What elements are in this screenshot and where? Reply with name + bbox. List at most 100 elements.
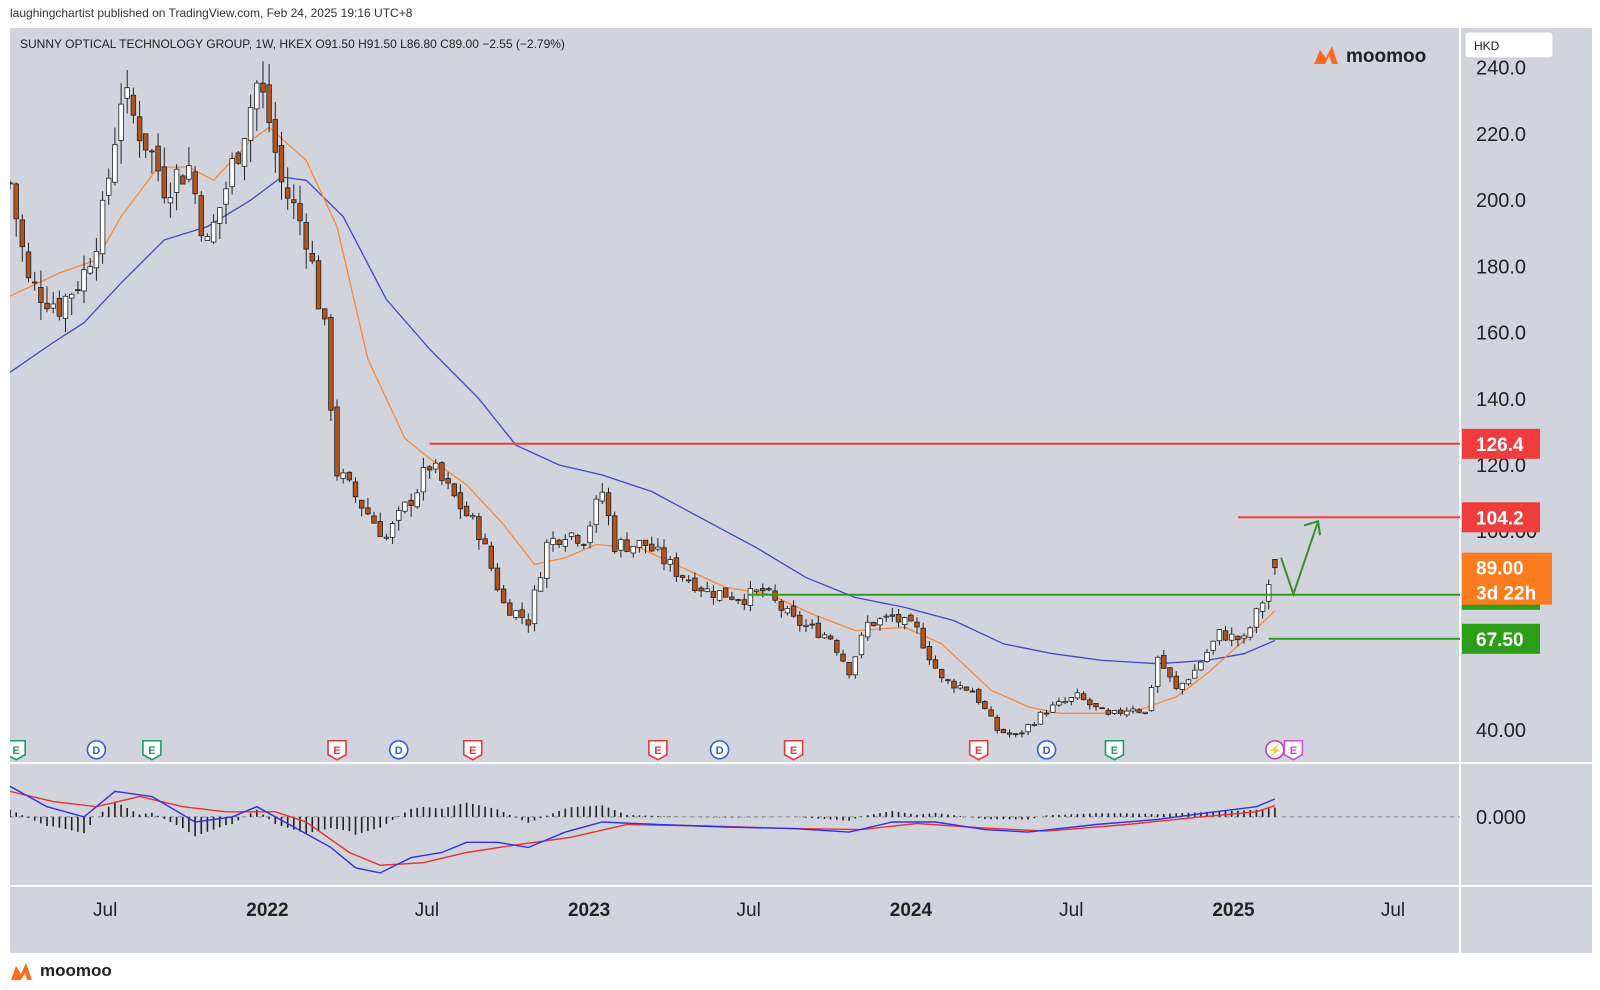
candle-body [1087,699,1093,706]
candle-body [334,406,340,477]
currency-box[interactable]: HKD [1464,31,1554,59]
candle-body [1216,629,1223,642]
candle-body [778,601,784,611]
candle-body [587,525,593,544]
candle-body [716,590,723,601]
event-marker-label: D [92,745,100,757]
candle-body [180,175,186,185]
candle-body [395,510,402,521]
candle-body [1080,693,1087,701]
candle-body [167,197,174,204]
candle-body [889,614,895,617]
event-marker [648,739,668,761]
candle-body [568,532,575,537]
candle-body [297,203,303,222]
candle-body [821,634,828,639]
moomoo-logo-icon [11,963,32,980]
macd-tick-label: 0.000 [1476,807,1526,829]
candle-body [667,559,673,565]
price-tick-label: 240.0 [1476,58,1526,80]
candle-body [1272,559,1278,569]
price-tick-label: 120.0 [1476,455,1526,477]
candle-body [1000,728,1007,734]
candle-body [723,587,729,598]
candle-body [10,182,13,185]
candle-body [142,133,149,151]
candle-body [852,656,858,676]
candle-body [118,103,124,141]
candle-body [1124,710,1130,716]
candle-body [186,165,192,180]
candle-body [1037,711,1044,725]
candle-body [605,492,612,517]
candle-body [710,591,717,598]
candle-body [642,539,649,546]
macd-pane [10,785,1460,874]
candle-body [729,596,735,600]
event-marker-label: D [716,745,724,757]
event-marker-label: E [790,745,797,757]
event-marker [388,739,409,760]
candle-body [963,686,970,691]
price-tick-label: 200.0 [1476,190,1526,212]
candle-body [365,507,371,515]
candle-body [414,492,420,508]
candle-body [1130,708,1136,712]
candle-body [99,199,106,255]
candle-body [649,543,655,552]
candle-body [945,679,951,682]
event-marker-label: E [469,745,476,757]
candle-body [1235,635,1241,641]
candle-body [914,621,920,628]
event-markers: E D E E D E E D E E D E ⚡ E [10,739,1304,761]
candle-body [136,116,143,142]
candle-body [957,685,963,689]
event-marker [327,739,347,761]
candle-body [747,588,754,606]
candle-body [939,669,945,679]
candle-body [1111,710,1118,714]
event-marker-label: E [12,745,19,757]
candle-body [112,144,118,183]
candle-body [1204,652,1210,662]
candle-body [679,575,686,578]
event-marker-label: E [333,745,340,757]
candle-body [1241,635,1247,639]
macd-signal-line [10,790,1276,867]
candle-body [229,158,235,188]
projection-arrow [1280,520,1320,598]
candle-body [1068,697,1074,702]
candle-body [130,94,137,116]
candle-body [544,541,550,580]
symbol-legend: SUNNY OPTICAL TECHNOLOGY GROUP, 1W, HKEX… [20,37,565,51]
footer-brand-text: moomoo [40,961,112,980]
candle-body [346,471,353,481]
candle-body [1247,627,1253,638]
candlesticks [10,61,1278,738]
candle-body [883,615,889,618]
candle-body [994,716,1000,731]
candle-body [803,624,809,627]
last-price-tag-bg [1462,552,1552,605]
candle-body [1198,661,1204,671]
candle-body [895,614,902,623]
chart-canvas[interactable]: E D E E D E E D E E D E ⚡ E 240.0 220.0 200.0 180.0 160.0… [10,28,1592,953]
candle-body [1210,640,1216,651]
candle-body [38,286,44,303]
level-price-tag: 126.4 [1476,435,1524,456]
candle-body [488,545,494,569]
candle-body [291,199,297,204]
candle-body [858,634,865,656]
level-price-tag-bg [1462,623,1540,654]
event-marker-label: E [1290,745,1297,757]
candle-body [815,622,821,638]
candle-body [951,680,957,689]
candle-body [426,466,433,471]
candle-body [519,609,525,618]
candle-body [507,602,513,616]
candle-body [13,183,19,220]
candle-body [1013,733,1019,736]
event-marker [1104,739,1125,761]
moomoo-logo-icon [1314,46,1338,64]
candle-body [902,617,908,625]
